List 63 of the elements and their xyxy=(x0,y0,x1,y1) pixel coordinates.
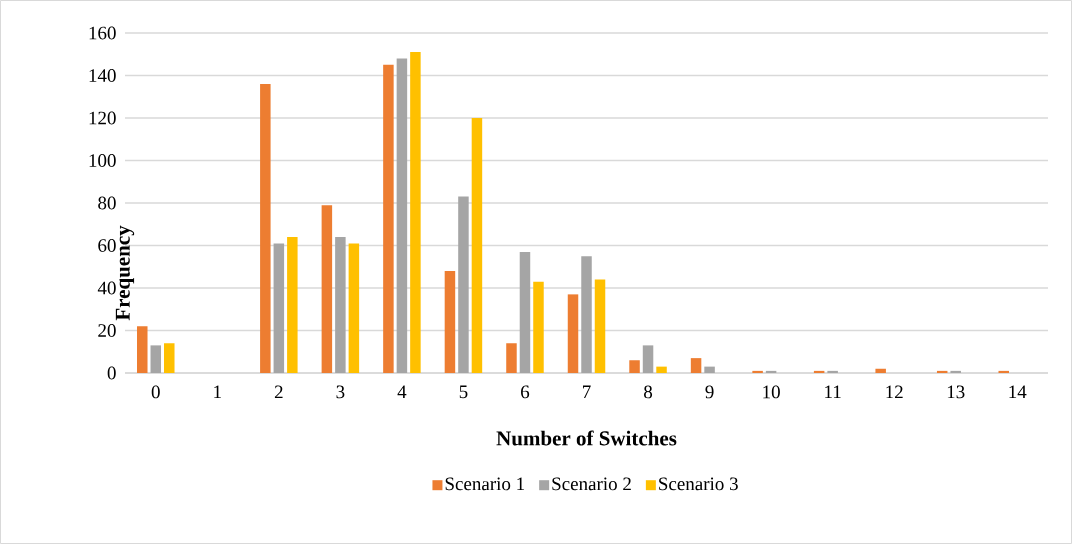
bar xyxy=(410,52,421,373)
y-tick-label: 60 xyxy=(98,239,116,252)
y-tick-label: 0 xyxy=(107,366,116,380)
bar xyxy=(642,345,654,373)
bar xyxy=(765,370,777,373)
bar xyxy=(458,196,469,373)
legend-label: Scenario 1 xyxy=(445,477,525,491)
bar xyxy=(150,345,162,373)
x-tick-label: 4 xyxy=(397,385,407,399)
x-tick-label: 6 xyxy=(521,385,530,399)
bar xyxy=(656,366,667,373)
x-tick-label: 8 xyxy=(644,385,653,399)
bar xyxy=(827,370,838,373)
bar xyxy=(164,343,175,373)
bar xyxy=(581,256,592,373)
bar xyxy=(594,279,606,373)
x-tick-label: 0 xyxy=(151,385,160,399)
bar xyxy=(629,360,640,373)
bar xyxy=(752,370,763,373)
bar xyxy=(567,294,579,373)
y-tick-label: 80 xyxy=(98,196,116,210)
y-axis-title: Frequency xyxy=(115,225,135,321)
bar xyxy=(998,370,1009,373)
y-tick-label: 140 xyxy=(89,69,116,82)
legend-label: Scenario 2 xyxy=(552,477,631,491)
x-tick-label: 3 xyxy=(336,385,345,399)
bar xyxy=(533,281,544,373)
bar xyxy=(690,358,702,373)
bar xyxy=(383,64,394,373)
x-tick-label: 14 xyxy=(1009,385,1027,399)
bar xyxy=(471,118,483,373)
bar xyxy=(335,237,346,373)
bar xyxy=(260,84,271,373)
y-tick-label: 20 xyxy=(98,324,116,337)
x-tick-label: 13 xyxy=(947,385,965,399)
bar xyxy=(950,370,961,373)
legend-label: Scenario 3 xyxy=(659,477,738,491)
bar xyxy=(396,58,408,373)
bar xyxy=(348,243,360,373)
x-tick-label: 9 xyxy=(705,385,714,399)
bar xyxy=(875,368,886,373)
x-tick-label: 1 xyxy=(214,385,221,399)
x-tick-label: 2 xyxy=(274,385,283,399)
y-tick-label: 40 xyxy=(97,281,116,295)
bar xyxy=(287,237,298,373)
x-tick-label: 7 xyxy=(583,385,591,398)
y-tick-label: 120 xyxy=(89,111,116,125)
x-tick-label: 11 xyxy=(825,385,841,399)
x-axis-title: Number of Switches xyxy=(496,430,677,446)
bar xyxy=(936,370,948,373)
y-tick-label: 100 xyxy=(89,154,116,167)
x-tick-label: 12 xyxy=(886,385,903,399)
bar xyxy=(273,243,285,373)
bar xyxy=(813,370,825,373)
bar xyxy=(137,326,148,373)
y-tick-label: 160 xyxy=(89,26,116,40)
bar xyxy=(704,366,715,373)
x-tick-label: 10 xyxy=(763,385,780,399)
bar xyxy=(519,251,531,373)
bar xyxy=(506,343,517,373)
bar xyxy=(444,271,456,373)
bar xyxy=(321,205,333,373)
x-tick-label: 5 xyxy=(459,385,468,399)
